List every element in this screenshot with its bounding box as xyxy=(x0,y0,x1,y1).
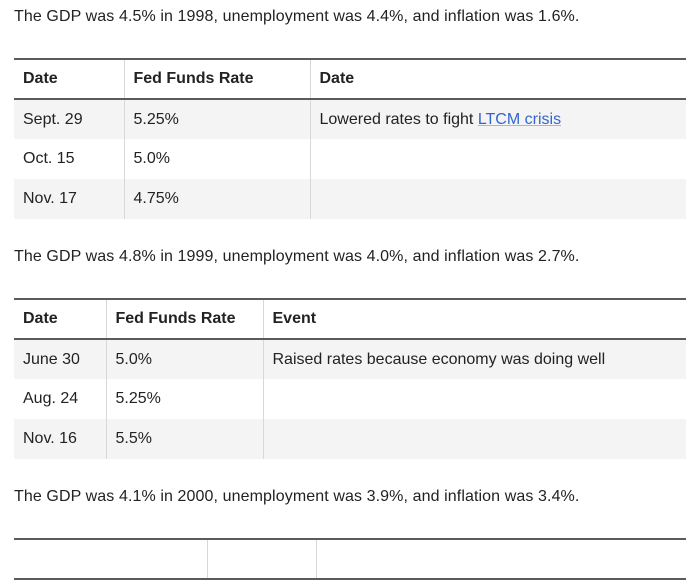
date-cell: Nov. 16 xyxy=(23,430,77,447)
fed-funds-table-2000 xyxy=(14,538,686,580)
event-text: Lowered rates to fight xyxy=(319,110,478,128)
column-header-fed-funds-rate: Fed Funds Rate xyxy=(105,299,263,340)
date-cell: Sept. 29 xyxy=(23,110,83,128)
event-cell xyxy=(262,379,686,419)
event-cell: Raised rates because economy was doing w… xyxy=(262,339,686,379)
fed-funds-table-1998: Date Fed Funds Rate Date Sept. 29 5.25% … xyxy=(14,58,686,219)
column-header-date: Date xyxy=(14,59,124,100)
event-cell xyxy=(309,139,686,179)
rate-cell: 5.25% xyxy=(123,99,310,139)
fed-funds-table-1999: Date Fed Funds Rate Event June 30 5.0% R… xyxy=(14,298,686,459)
event-cell: Lowered rates to fight LTCM crisis xyxy=(309,99,686,139)
column-header-event: Event xyxy=(262,299,686,340)
rate-cell: 5.0% xyxy=(123,139,310,179)
table-row: Nov. 17 4.75% xyxy=(14,179,686,219)
column-header-1 xyxy=(14,539,207,580)
date-cell: Aug. 24 xyxy=(23,390,79,407)
table-row: Nov. 16 5.5% xyxy=(14,419,686,459)
table-row: Oct. 15 5.0% xyxy=(14,139,686,179)
column-header-2 xyxy=(206,539,316,580)
gdp-summary-1999: The GDP was 4.8% in 1999, unemployment w… xyxy=(14,248,580,265)
table-header-row: Date Fed Funds Rate Event xyxy=(14,299,686,340)
gdp-summary-1998: The GDP was 4.5% in 1998, unemployment w… xyxy=(14,8,580,25)
date-cell: Oct. 15 xyxy=(23,150,75,167)
column-header-3 xyxy=(315,539,686,580)
date-cell: Nov. 17 xyxy=(23,190,77,207)
date-cell: June 30 xyxy=(23,350,80,368)
table-row: Aug. 24 5.25% xyxy=(14,379,686,419)
column-header-date: Date xyxy=(14,299,106,340)
ltcm-crisis-link[interactable]: LTCM crisis xyxy=(477,110,562,128)
gdp-summary-2000: The GDP was 4.1% in 2000, unemployment w… xyxy=(14,488,580,505)
column-header-fed-funds-rate: Fed Funds Rate xyxy=(123,59,310,100)
rate-cell: 5.0% xyxy=(105,339,263,379)
table-header-row xyxy=(14,539,686,580)
column-header-event: Date xyxy=(309,59,686,100)
rate-cell: 4.75% xyxy=(123,179,310,219)
table-row: June 30 5.0% Raised rates because econom… xyxy=(14,339,686,379)
table-header-row: Date Fed Funds Rate Date xyxy=(14,59,686,100)
table-row: Sept. 29 5.25% Lowered rates to fight LT… xyxy=(14,99,686,139)
rate-cell: 5.25% xyxy=(105,379,263,419)
event-cell xyxy=(262,419,686,459)
rate-cell: 5.5% xyxy=(105,419,263,459)
event-cell xyxy=(309,179,686,219)
